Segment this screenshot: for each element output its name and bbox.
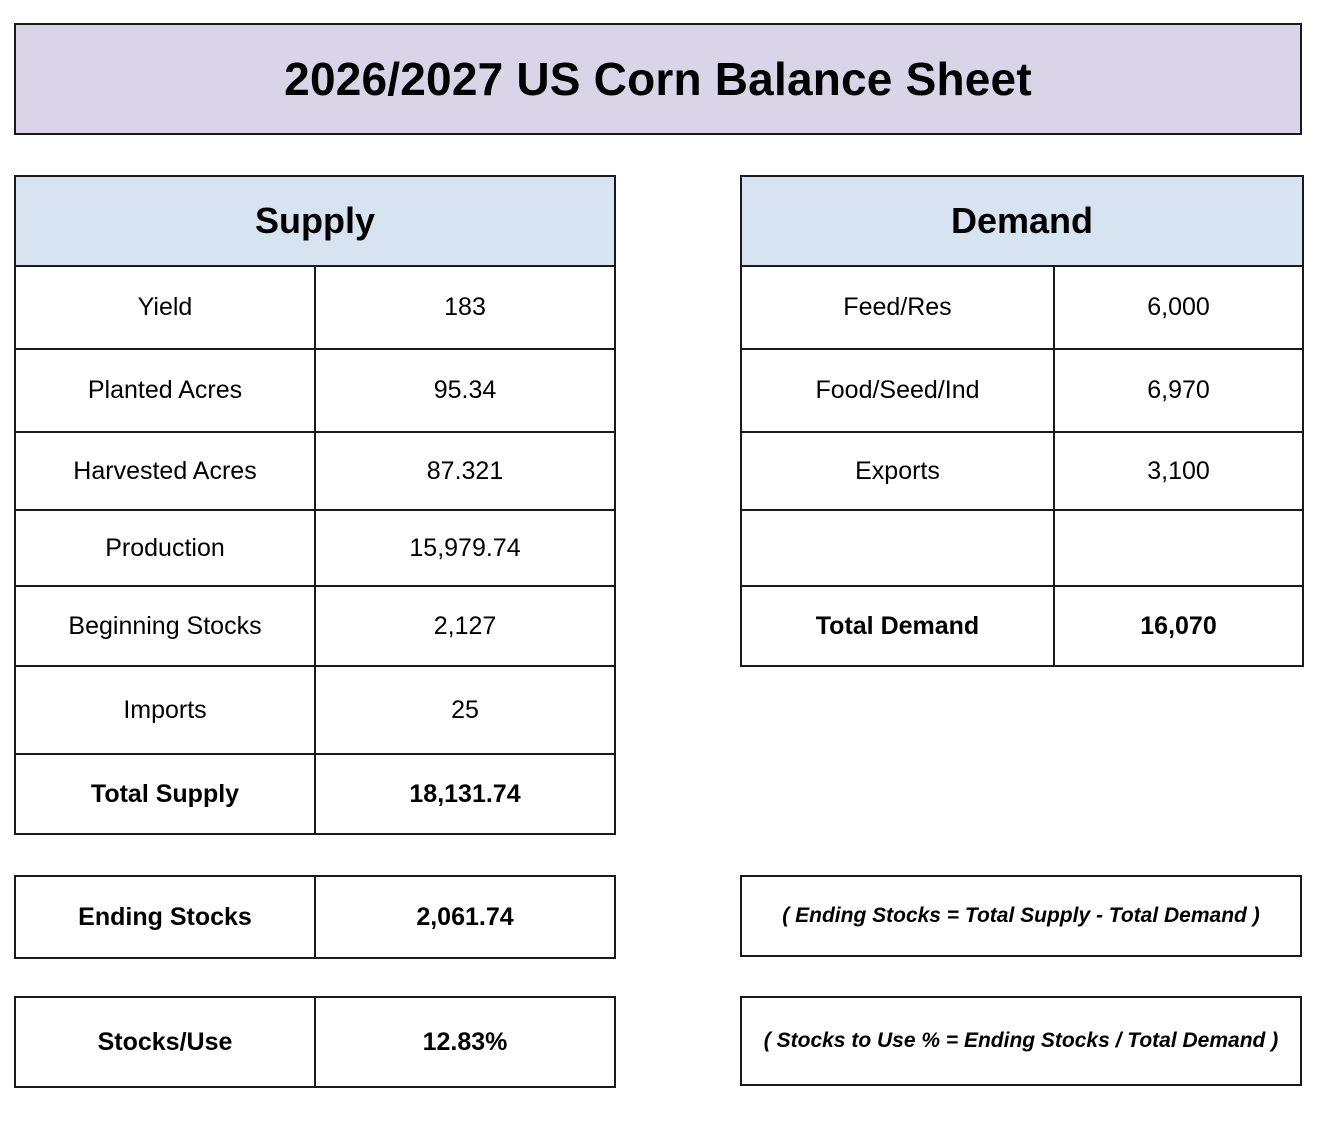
table-row: Exports 3,100: [740, 431, 1304, 511]
row-label: Harvested Acres: [14, 431, 316, 511]
total-row: Total Demand 16,070: [740, 585, 1304, 667]
table-row: Planted Acres 95.34: [14, 348, 617, 433]
total-demand-label: Total Demand: [740, 585, 1055, 667]
table-row: Imports 25: [14, 665, 617, 755]
row-label: Production: [14, 509, 316, 587]
row-value: 3,100: [1053, 431, 1304, 511]
stocks-use-table: Stocks/Use 12.83%: [14, 996, 616, 1088]
row-value: [1053, 509, 1304, 587]
row-label: Feed/Res: [740, 265, 1055, 350]
row-label: Planted Acres: [14, 348, 316, 433]
row-value: 15,979.74: [313, 509, 617, 587]
row-value: 6,000: [1053, 265, 1304, 350]
supply-header: Supply: [13, 175, 617, 267]
ending-stocks-formula: ( Ending Stocks = Total Supply - Total D…: [740, 875, 1302, 957]
ending-stocks-row: Ending Stocks 2,061.74: [14, 875, 616, 959]
page-title: 2026/2027 US Corn Balance Sheet: [284, 53, 1032, 105]
row-value: 25: [313, 665, 617, 755]
table-row: Production 15,979.74: [14, 509, 617, 587]
stocks-use-label: Stocks/Use: [14, 996, 316, 1088]
row-value: 95.34: [313, 348, 617, 433]
row-label: [740, 509, 1055, 587]
demand-table: Demand Feed/Res 6,000 Food/Seed/Ind 6,97…: [740, 175, 1304, 667]
row-value: 6,970: [1053, 348, 1304, 433]
stocks-use-row: Stocks/Use 12.83%: [14, 996, 616, 1088]
row-label: Yield: [14, 265, 316, 350]
table-row: Beginning Stocks 2,127: [14, 585, 617, 667]
stocks-use-value: 12.83%: [314, 996, 616, 1088]
ending-stocks-value: 2,061.74: [314, 875, 616, 959]
row-value: 87.321: [313, 431, 617, 511]
row-value: 183: [313, 265, 617, 350]
demand-header: Demand: [740, 175, 1304, 267]
total-demand-value: 16,070: [1053, 585, 1304, 667]
total-supply-value: 18,131.74: [313, 753, 617, 835]
row-label: Exports: [740, 431, 1055, 511]
row-label: Food/Seed/Ind: [740, 348, 1055, 433]
ending-stocks-label: Ending Stocks: [14, 875, 316, 959]
table-row: Harvested Acres 87.321: [14, 431, 617, 511]
table-row: Food/Seed/Ind 6,970: [740, 348, 1304, 433]
total-supply-label: Total Supply: [14, 753, 316, 835]
table-row-empty: [740, 509, 1304, 587]
supply-table: Supply Yield 183 Planted Acres 95.34 Har…: [13, 175, 617, 835]
table-row: Yield 183: [14, 265, 617, 350]
title-banner: 2026/2027 US Corn Balance Sheet: [14, 23, 1302, 135]
row-label: Beginning Stocks: [14, 585, 316, 667]
row-value: 2,127: [313, 585, 617, 667]
stocks-use-formula: ( Stocks to Use % = Ending Stocks / Tota…: [740, 996, 1302, 1086]
table-row: Feed/Res 6,000: [740, 265, 1304, 350]
row-label: Imports: [14, 665, 316, 755]
total-row: Total Supply 18,131.74: [14, 753, 617, 835]
ending-stocks-table: Ending Stocks 2,061.74: [14, 875, 616, 959]
